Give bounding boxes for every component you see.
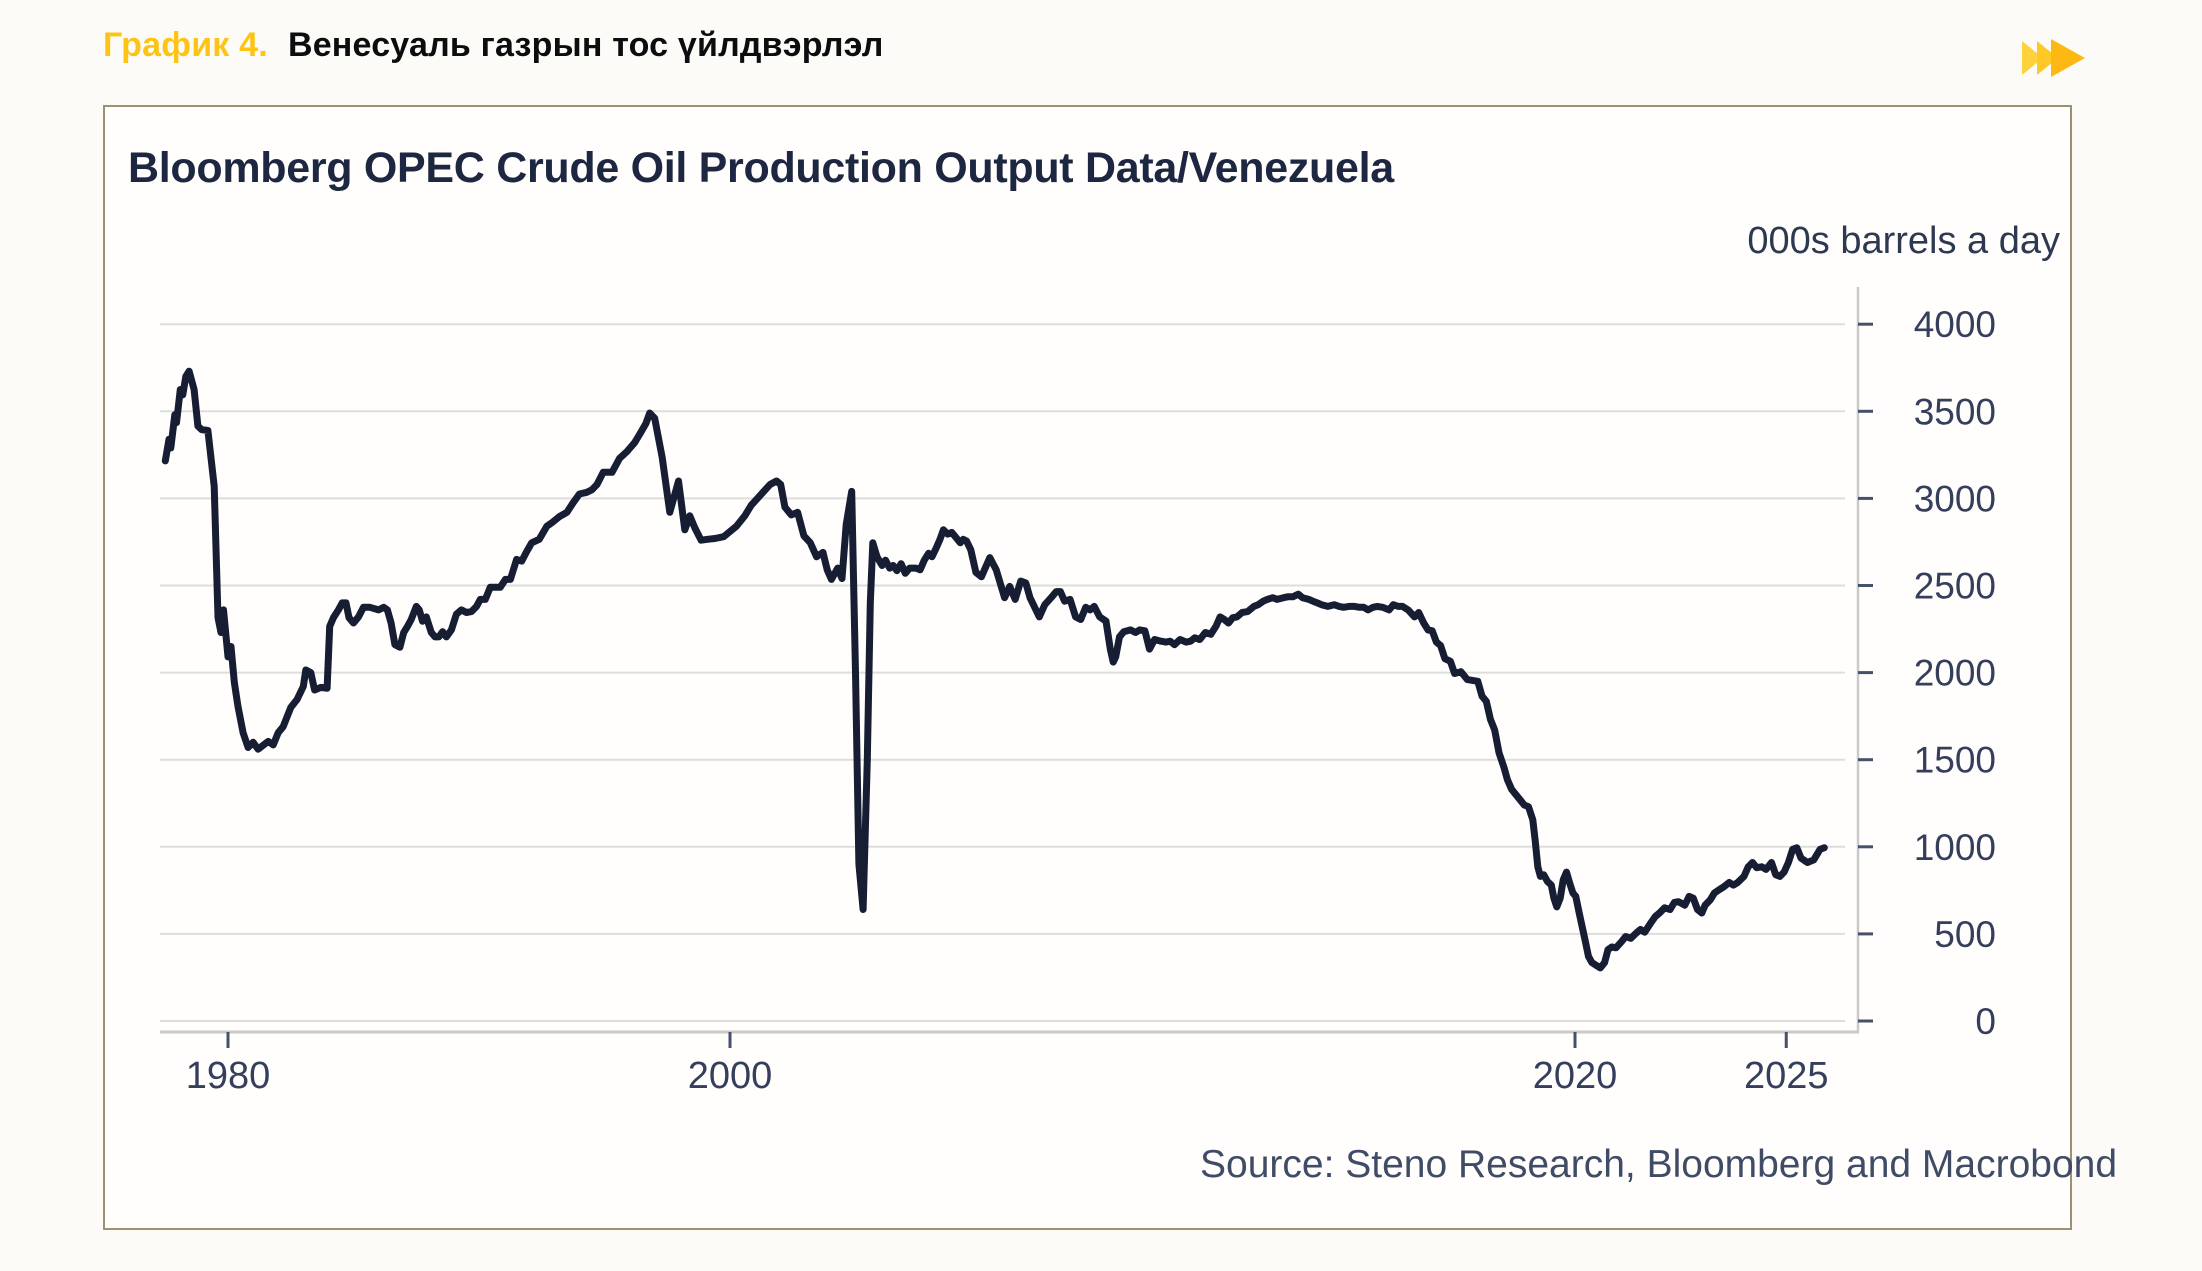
x-tick-label: 2020 <box>1533 1055 1618 1097</box>
y-tick-label: 4000 <box>1914 304 1996 345</box>
y-tick-label: 3500 <box>1914 391 1996 432</box>
x-tick-label: 1980 <box>186 1055 271 1097</box>
figure-title: Венесуаль газрын тос үйлдвэрлэл <box>287 26 884 64</box>
y-tick-label: 0 <box>1975 1001 1996 1042</box>
figure-label: График 4. <box>103 26 268 64</box>
y-tick-label: 1500 <box>1914 740 1996 781</box>
y-tick-label: 500 <box>1934 914 1996 955</box>
chart-card <box>103 105 2072 1230</box>
y-tick-label: 2500 <box>1914 566 1996 607</box>
x-tick-label: 2025 <box>1744 1055 1829 1097</box>
production-line <box>161 367 1828 972</box>
header-bar: График 4. Венесуаль газрын тос үйлдвэрлэл <box>103 26 2099 65</box>
y-tick-label: 3000 <box>1914 478 1996 519</box>
y-tick-label: 2000 <box>1914 653 1996 694</box>
x-tick-label: 2000 <box>688 1055 773 1097</box>
fast-forward-icon <box>2022 39 2085 77</box>
y-axis-units-label: 000s barrels a day <box>1747 220 2060 262</box>
arrow-triangle-3 <box>2051 39 2085 77</box>
y-tick-label: 1000 <box>1914 827 1996 868</box>
source-label: Source: Steno Research, Bloomberg and Ma… <box>1200 1143 2118 1186</box>
arrow-triangle-1 <box>2022 41 2043 75</box>
chart-title: Bloomberg OPEC Crude Oil Production Outp… <box>128 144 1394 192</box>
arrow-triangle-2 <box>2037 41 2058 75</box>
